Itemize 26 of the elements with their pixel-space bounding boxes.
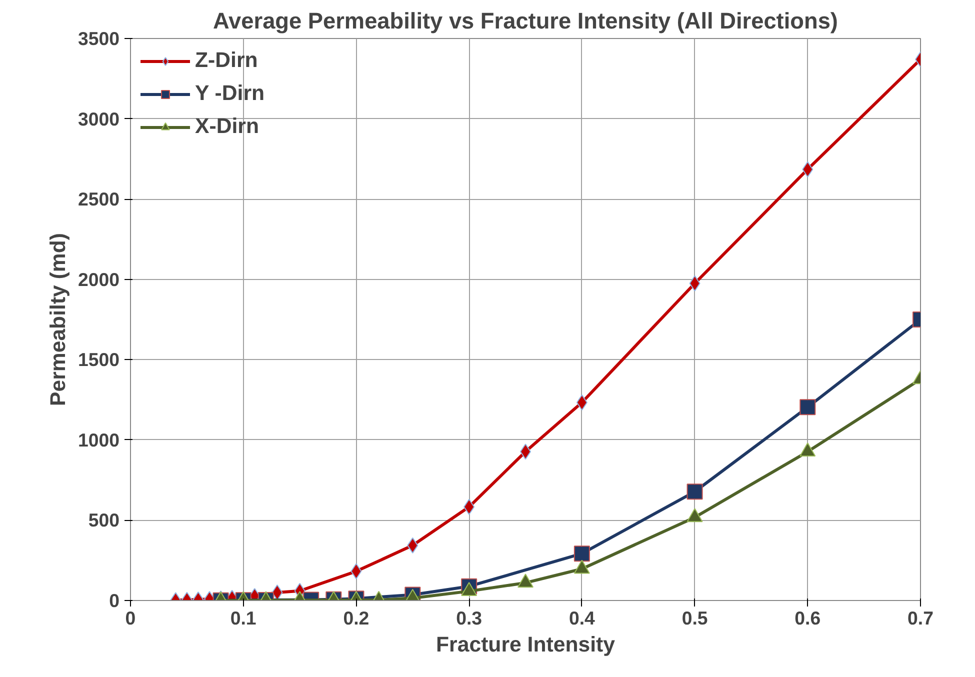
- x-tick-label: 0.5: [682, 608, 708, 628]
- x-tick-label: 0.3: [456, 608, 482, 628]
- point: [686, 508, 703, 522]
- x-tick-label: 0.6: [794, 608, 821, 628]
- legend-label: Y -Dirn: [195, 81, 265, 106]
- y-tick-label: 2500: [78, 188, 120, 210]
- legend-label: Z-Dirn: [195, 48, 258, 73]
- y-tick-label: 2000: [78, 268, 120, 290]
- x-axis-title: Fracture Intensity: [436, 632, 616, 656]
- chart-title: Average Permeability vs Fracture Intensity (All Directions): [213, 8, 838, 34]
- y-tick-label: 3000: [78, 108, 120, 130]
- y-tick-label: 500: [88, 510, 120, 531]
- point: [518, 574, 534, 588]
- x-tick-label: 0: [125, 608, 136, 628]
- y-tick-label: 1000: [78, 429, 120, 450]
- y-tick-label: 1500: [78, 349, 120, 370]
- y-tick-label: 3500: [78, 28, 120, 49]
- y-tick-label: 0: [109, 590, 120, 611]
- x-tick-label: 0.7: [908, 608, 934, 628]
- x-tick-label: 0.1: [230, 608, 256, 628]
- x-tick-label: 0.2: [343, 608, 370, 628]
- y-axis-title: Permeabilty (md): [46, 232, 70, 406]
- point: [800, 442, 816, 456]
- x-tick-label: 0.4: [568, 608, 596, 628]
- point: [574, 560, 590, 574]
- legend-label: X-Dirn: [195, 114, 259, 139]
